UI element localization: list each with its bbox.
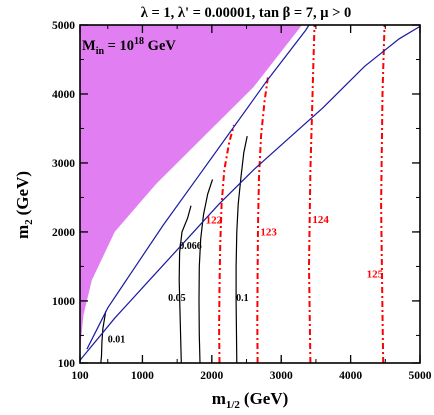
boundary-line-9 bbox=[86, 24, 310, 350]
axes-frame bbox=[79, 24, 421, 364]
x-axis-label: m1/2 (GeV) bbox=[212, 389, 289, 411]
contour-0-066 bbox=[198, 179, 214, 364]
excluded-region-layer bbox=[80, 25, 302, 363]
contour-0-01-label: 0.01 bbox=[108, 334, 126, 345]
contour-122-label: 122 bbox=[206, 215, 223, 227]
x-tick-label: 2000 bbox=[200, 370, 223, 382]
contour-124-label: 124 bbox=[312, 214, 329, 226]
x-tick-label: 100 bbox=[71, 370, 89, 382]
contour-layer bbox=[79, 24, 421, 364]
contour-125 bbox=[380, 24, 386, 364]
y-tick-label: 1000 bbox=[52, 296, 75, 308]
y-tick-label: 3000 bbox=[52, 158, 75, 170]
plot-frame bbox=[79, 24, 421, 364]
y-tick-label: 2000 bbox=[52, 227, 75, 239]
contour-0-066-label: 0.066 bbox=[179, 241, 202, 252]
contour-123-label: 123 bbox=[260, 226, 277, 238]
x-tick-label: 5000 bbox=[409, 370, 432, 382]
curve-label-layer: 0.01 0.05 0.066 0.1 122 123 124 125 bbox=[108, 214, 384, 345]
y-axis-label: m2(GeV) bbox=[13, 171, 35, 239]
boundary-line-8 bbox=[79, 25, 421, 361]
contour-125-label: 125 bbox=[367, 269, 384, 281]
contour-0-1-label: 0.1 bbox=[236, 293, 249, 304]
x-tick-label: 1000 bbox=[131, 370, 154, 382]
inset-label: Min = 1018 GeV bbox=[82, 36, 176, 57]
contour-0-1 bbox=[235, 135, 248, 364]
x-tick-label: 3000 bbox=[270, 370, 293, 382]
contour-0-05 bbox=[178, 205, 192, 364]
contour-0-05-label: 0.05 bbox=[168, 293, 186, 304]
chart-title: λ = 1, λ' = 0.00001, tan β = 7, μ > 0 bbox=[141, 5, 352, 21]
tick-layer: 100 1000 2000 3000 4000 5000 100 1000 2000 3000 40… bbox=[52, 20, 432, 382]
contour-122 bbox=[218, 124, 235, 364]
x-tick-label: 4000 bbox=[339, 370, 362, 382]
contour-123 bbox=[256, 76, 269, 364]
excluded-region bbox=[80, 25, 302, 363]
contour-0-01 bbox=[100, 311, 107, 364]
contour-124 bbox=[307, 24, 316, 364]
y-tick-label: 5000 bbox=[52, 20, 75, 32]
y-tick-label: 100 bbox=[58, 358, 76, 370]
y-tick-label: 4000 bbox=[52, 89, 75, 101]
